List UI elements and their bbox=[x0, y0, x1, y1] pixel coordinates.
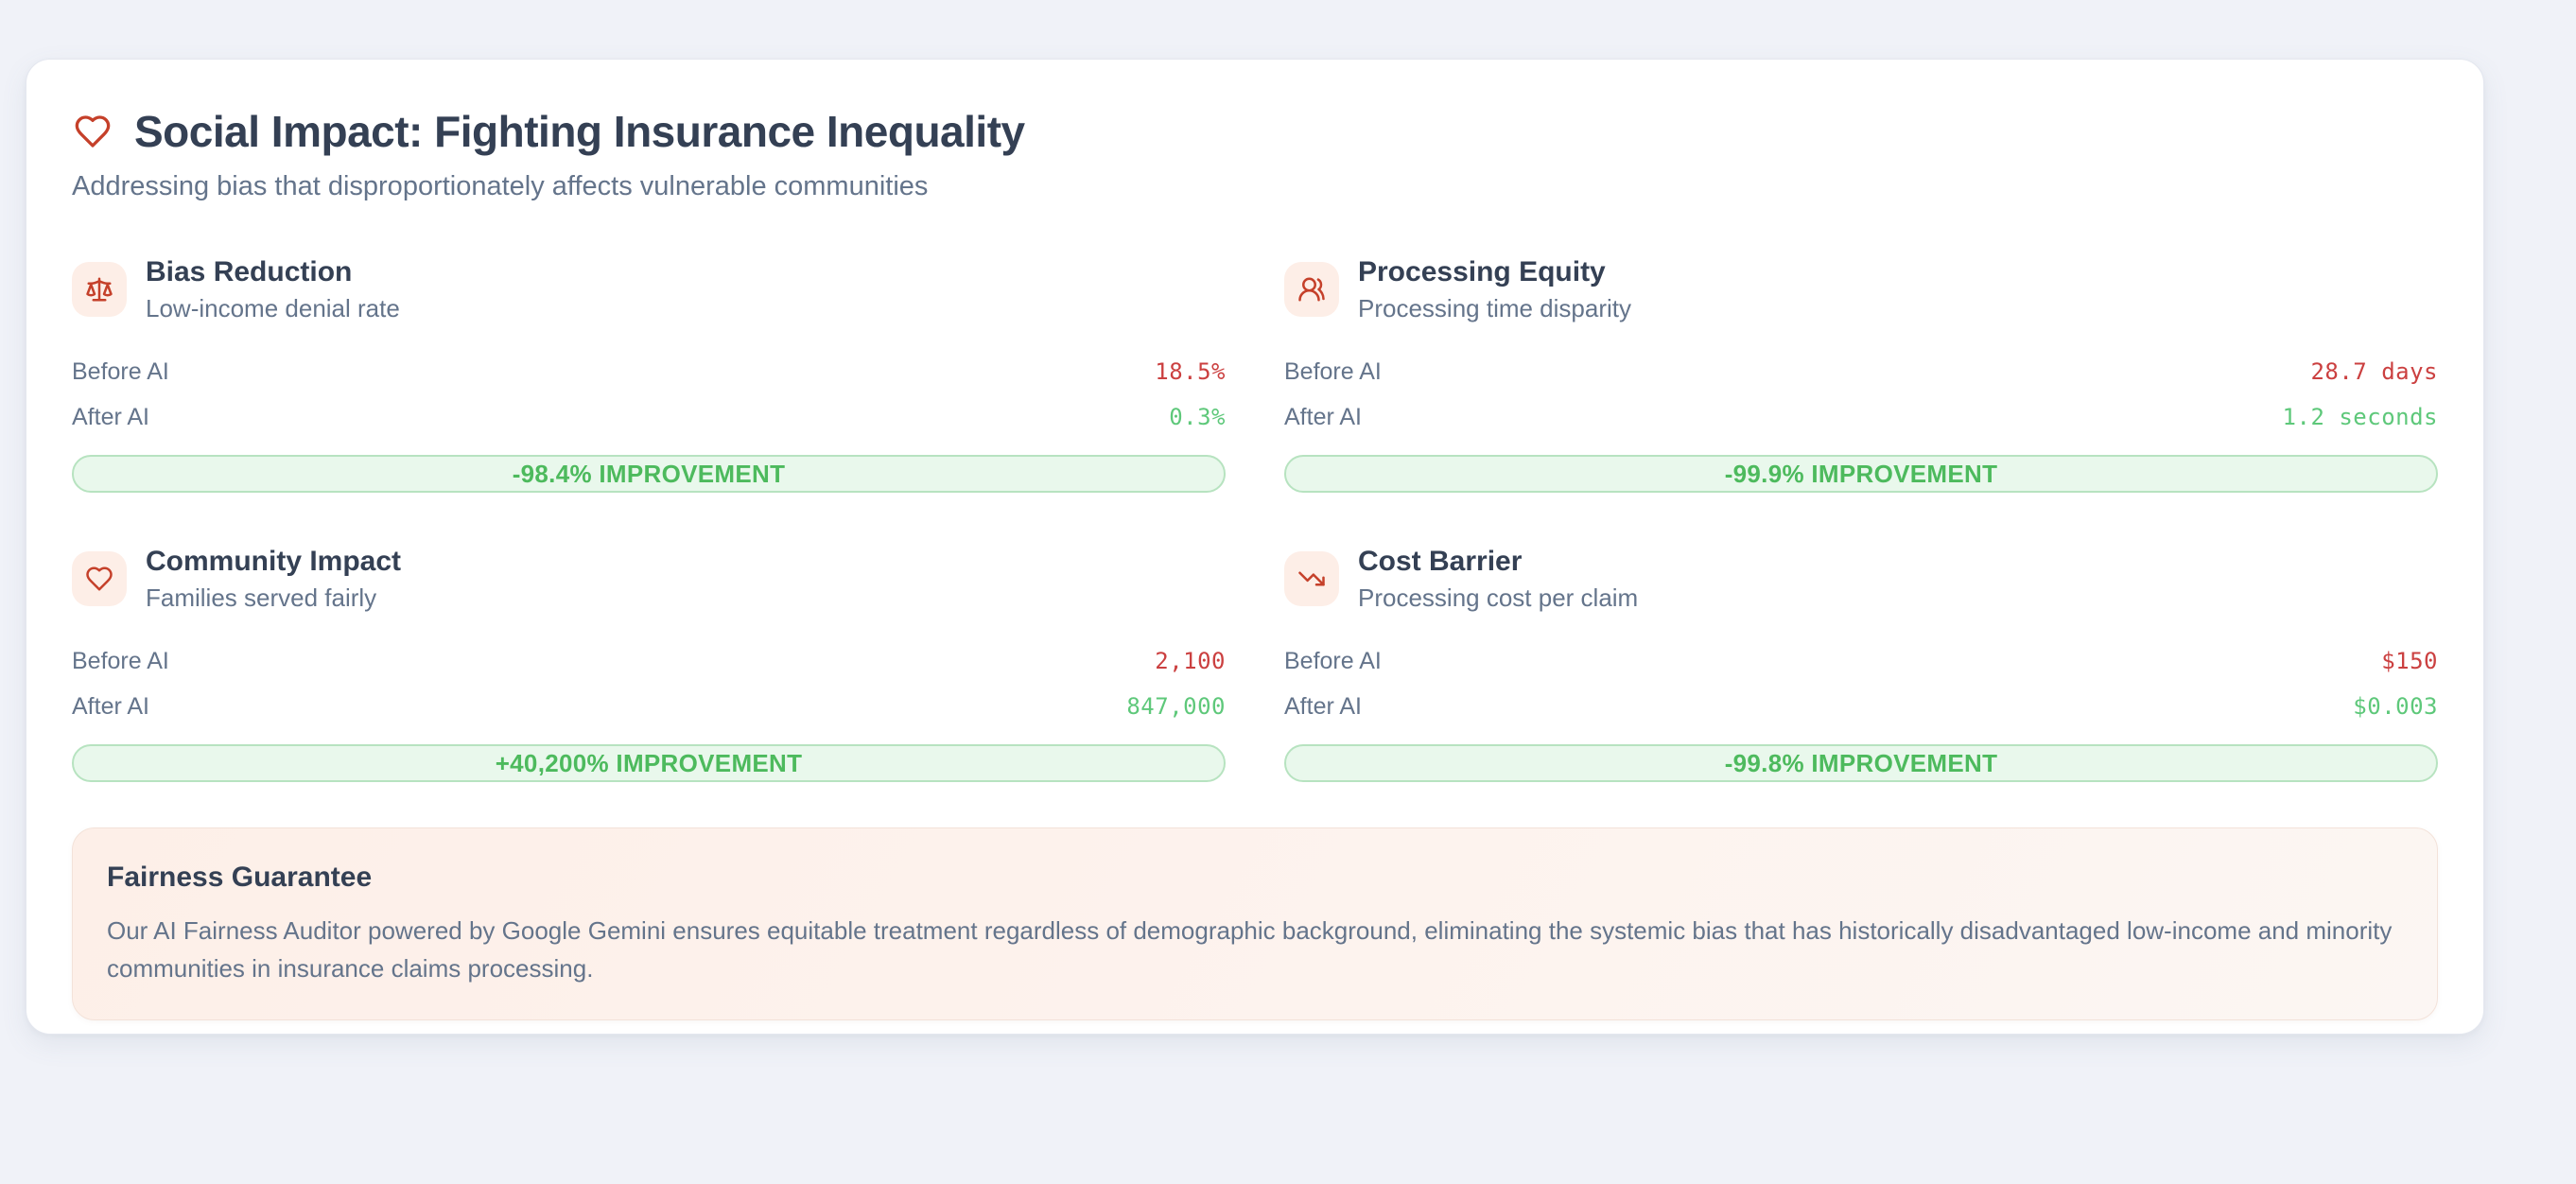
social-impact-card: Social Impact: Fighting Insurance Inequa… bbox=[26, 59, 2484, 1035]
metric-subtitle: Processing cost per claim bbox=[1358, 583, 1639, 612]
metric-title: Processing Equity bbox=[1358, 256, 1606, 287]
metric-community-impact: Community Impact Families served fairly … bbox=[72, 546, 1226, 782]
trending-down-icon bbox=[1298, 571, 1325, 586]
before-ai-row: Before AI $150 bbox=[1284, 646, 2438, 676]
after-ai-value: 1.2 seconds bbox=[2282, 404, 2438, 430]
metric-icon-badge bbox=[1284, 551, 1339, 606]
before-ai-value: 2,100 bbox=[1155, 648, 1226, 674]
after-ai-value: 847,000 bbox=[1126, 693, 1226, 720]
metric-subtitle: Families served fairly bbox=[146, 583, 377, 612]
metric-bias-reduction: Bias Reduction Low-income denial rate Be… bbox=[72, 256, 1226, 493]
after-ai-label: After AI bbox=[1284, 693, 1362, 720]
metric-title: Bias Reduction bbox=[146, 256, 353, 287]
heart-icon bbox=[86, 566, 113, 591]
metric-subtitle: Low-income denial rate bbox=[146, 294, 400, 322]
improvement-badge: -99.9% IMPROVEMENT bbox=[1284, 455, 2438, 493]
before-ai-label: Before AI bbox=[1284, 648, 1382, 674]
heart-icon bbox=[75, 115, 111, 148]
improvement-badge: +40,200% IMPROVEMENT bbox=[72, 744, 1226, 782]
before-ai-value: 28.7 days bbox=[2310, 358, 2438, 385]
page-title: Social Impact: Fighting Insurance Inequa… bbox=[134, 107, 1025, 156]
fairness-guarantee-box: Fairness Guarantee Our AI Fairness Audit… bbox=[72, 827, 2438, 1020]
card-header: Social Impact: Fighting Insurance Inequa… bbox=[72, 105, 2438, 158]
metric-title: Community Impact bbox=[146, 546, 402, 577]
fairness-title: Fairness Guarantee bbox=[107, 862, 373, 893]
before-ai-row: Before AI 28.7 days bbox=[1284, 357, 2438, 387]
before-ai-label: Before AI bbox=[72, 648, 169, 674]
before-ai-value: $150 bbox=[2381, 648, 2438, 674]
metric-processing-equity: Processing Equity Processing time dispar… bbox=[1284, 256, 2438, 493]
improvement-badge: -99.8% IMPROVEMENT bbox=[1284, 744, 2438, 782]
before-ai-row: Before AI 2,100 bbox=[72, 646, 1226, 676]
metrics-grid: Bias Reduction Low-income denial rate Be… bbox=[72, 256, 2438, 782]
before-ai-value: 18.5% bbox=[1155, 358, 1226, 385]
after-ai-label: After AI bbox=[72, 404, 149, 430]
before-ai-row: Before AI 18.5% bbox=[72, 357, 1226, 387]
improvement-badge: -98.4% IMPROVEMENT bbox=[72, 455, 1226, 493]
after-ai-row: After AI 847,000 bbox=[72, 691, 1226, 722]
after-ai-row: After AI $0.003 bbox=[1284, 691, 2438, 722]
after-ai-row: After AI 0.3% bbox=[72, 402, 1226, 432]
after-ai-row: After AI 1.2 seconds bbox=[1284, 402, 2438, 432]
metric-icon-badge bbox=[72, 262, 127, 317]
fairness-body: Our AI Fairness Auditor powered by Googl… bbox=[107, 916, 2393, 983]
metric-icon-badge bbox=[1284, 262, 1339, 317]
page-subtitle: Addressing bias that disproportionately … bbox=[72, 171, 929, 201]
before-ai-label: Before AI bbox=[72, 358, 169, 385]
metric-title: Cost Barrier bbox=[1358, 546, 1523, 577]
users-icon bbox=[1298, 277, 1325, 302]
scale-icon bbox=[86, 277, 113, 302]
before-ai-label: Before AI bbox=[1284, 358, 1382, 385]
after-ai-value: $0.003 bbox=[2353, 693, 2438, 720]
metric-subtitle: Processing time disparity bbox=[1358, 294, 1631, 322]
after-ai-label: After AI bbox=[72, 693, 149, 720]
metric-cost-barrier: Cost Barrier Processing cost per claim B… bbox=[1284, 546, 2438, 782]
after-ai-value: 0.3% bbox=[1169, 404, 1226, 430]
after-ai-label: After AI bbox=[1284, 404, 1362, 430]
metric-icon-badge bbox=[72, 551, 127, 606]
